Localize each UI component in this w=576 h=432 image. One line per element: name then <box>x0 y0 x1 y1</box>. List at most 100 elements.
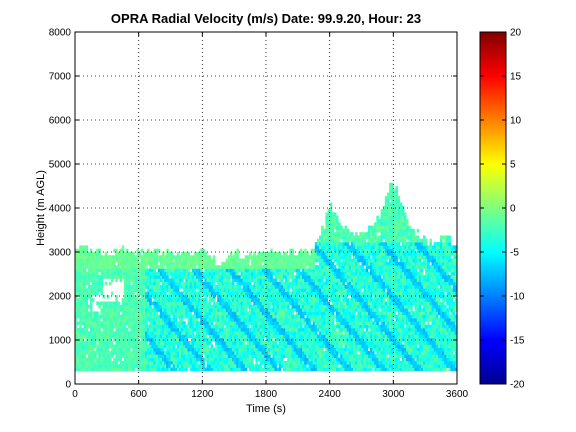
heatmap-cell <box>208 341 212 345</box>
heatmap-cell <box>89 265 93 269</box>
heatmap-cell <box>268 261 271 266</box>
heatmap-cell <box>125 347 129 352</box>
heatmap-cell <box>136 351 140 355</box>
heatmap-cell <box>236 248 239 253</box>
heatmap-cell <box>162 265 165 269</box>
heatmap-cell <box>79 298 82 302</box>
heatmap-cell <box>357 367 360 372</box>
heatmap-cell <box>357 324 360 329</box>
heatmap-cell <box>359 268 362 273</box>
heatmap-cell <box>350 258 354 263</box>
heatmap-cell <box>106 367 110 372</box>
heatmap-cell <box>346 258 350 263</box>
heatmap-cell <box>361 265 365 269</box>
heatmap-cell <box>202 351 205 355</box>
heatmap-cell <box>212 360 216 365</box>
heatmap-cell <box>227 354 231 358</box>
heatmap-cell <box>153 341 157 345</box>
heatmap-cell <box>259 265 263 269</box>
heatmap-cell <box>106 324 110 329</box>
heatmap-cell <box>319 327 322 332</box>
heatmap-cell <box>299 357 303 362</box>
heatmap-cell <box>295 278 299 283</box>
heatmap-cell <box>217 275 220 279</box>
heatmap-cell <box>253 327 256 332</box>
heatmap-cell <box>359 341 362 345</box>
heatmap-cell <box>117 347 120 352</box>
heatmap-cell <box>125 248 129 253</box>
heatmap-cell <box>142 360 146 365</box>
heatmap-cell <box>117 357 120 362</box>
heatmap-cell <box>138 318 142 322</box>
heatmap-cell <box>323 318 326 322</box>
heatmap-cell <box>257 354 261 358</box>
heatmap-cell <box>189 324 193 329</box>
heatmap-cell <box>285 298 288 302</box>
heatmap-cell <box>77 252 80 256</box>
heatmap-cell <box>170 301 174 306</box>
heatmap-cell <box>121 314 125 319</box>
heatmap-cell <box>359 360 362 365</box>
heatmap-cell <box>325 232 328 236</box>
heatmap-cell <box>83 308 87 312</box>
heatmap-cell <box>108 271 112 276</box>
heatmap-cell <box>350 281 354 286</box>
heatmap-cell <box>323 308 326 312</box>
heatmap-cell <box>189 311 193 316</box>
heatmap-cell <box>353 314 356 319</box>
heatmap-cell <box>159 261 163 266</box>
heatmap-cell <box>174 268 178 273</box>
heatmap-cell <box>98 318 101 322</box>
heatmap-cell <box>111 331 114 335</box>
heatmap-cell <box>219 331 222 335</box>
heatmap-cell <box>259 334 263 339</box>
heatmap-cell <box>153 331 157 335</box>
heatmap-cell <box>327 285 331 289</box>
heatmap-cell <box>348 331 352 335</box>
heatmap-cell <box>155 248 159 253</box>
heatmap-cell <box>321 228 324 233</box>
heatmap-cell <box>96 261 99 266</box>
heatmap-cell <box>217 344 220 349</box>
heatmap-cell <box>259 351 263 355</box>
heatmap-cell <box>119 318 123 322</box>
heatmap-cell <box>98 275 101 279</box>
heatmap-cell <box>125 334 129 339</box>
heatmap-cell <box>365 347 369 352</box>
heatmap-cell <box>157 294 161 299</box>
heatmap-cell <box>140 268 144 273</box>
heatmap-cell <box>302 334 305 339</box>
heatmap-cell <box>83 321 87 325</box>
heatmap-cell <box>115 311 118 316</box>
heatmap-cell <box>89 351 93 355</box>
heatmap-cell <box>198 347 201 352</box>
heatmap-cell <box>178 275 182 279</box>
heatmap-cell <box>94 334 97 339</box>
heatmap-cell <box>162 318 165 322</box>
heatmap-cell <box>306 318 309 322</box>
heatmap-cell <box>369 344 373 349</box>
heatmap-cell <box>363 275 367 279</box>
heatmap-cell <box>181 351 184 355</box>
heatmap-cell <box>83 341 87 345</box>
heatmap-cell <box>149 321 152 325</box>
heatmap-cell <box>285 367 288 372</box>
heatmap-cell <box>321 245 324 250</box>
heatmap-cell <box>193 278 197 283</box>
heatmap-cell <box>367 367 371 372</box>
heatmap-cell <box>285 324 288 329</box>
heatmap-cell <box>198 298 201 302</box>
heatmap-cell <box>212 291 216 296</box>
heatmap-cell <box>204 351 207 355</box>
heatmap-cell <box>172 265 176 269</box>
heatmap-cell <box>333 364 337 368</box>
heatmap-cell <box>134 288 137 292</box>
heatmap-cell <box>355 261 358 266</box>
heatmap-cell <box>268 255 271 259</box>
heatmap-cell <box>174 321 178 325</box>
heatmap-cell <box>357 285 360 289</box>
heatmap-cell <box>346 308 350 312</box>
heatmap-cell <box>240 331 244 335</box>
heatmap-cell <box>89 318 93 322</box>
heatmap-cell <box>79 364 82 368</box>
